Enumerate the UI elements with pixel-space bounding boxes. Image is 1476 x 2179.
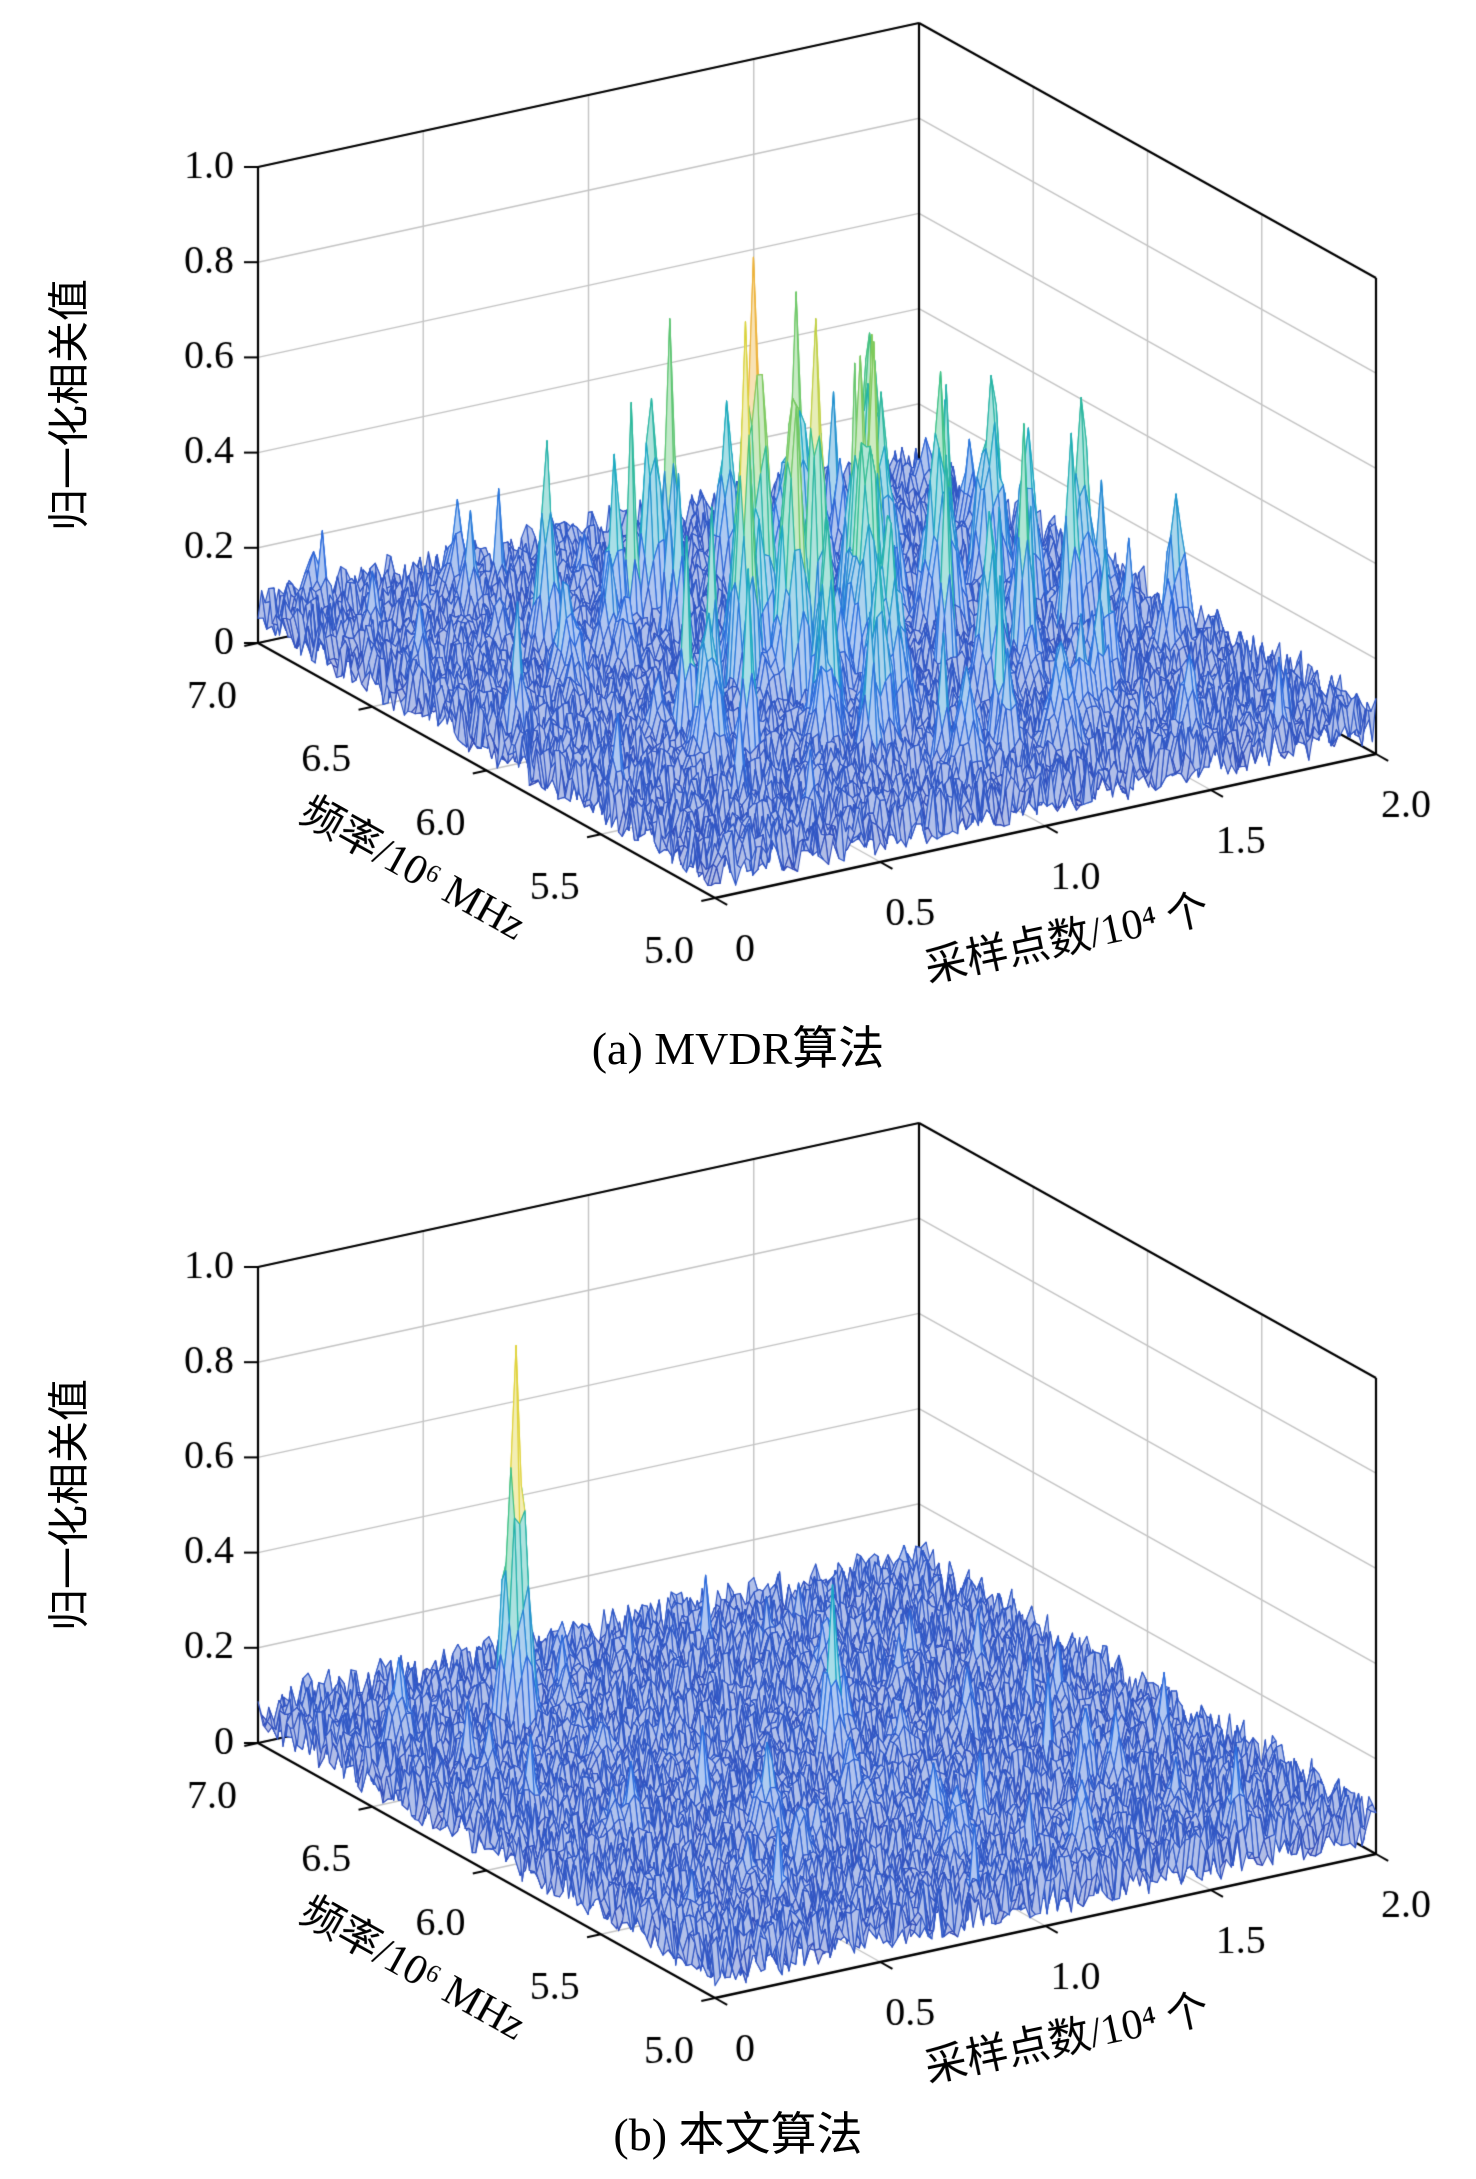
plot-proposed: 归一化相关值 频率/10⁶ MHz 采样点数/10⁴ 个 [0,1100,1476,2100]
caption-proposed: (b) 本文算法 [613,2109,863,2160]
surface-canvas-mvdr [0,0,1476,1000]
z-axis-label-b: 归一化相关值 [47,1378,94,1632]
caption-mvdr: (a) MVDR算法 [591,1023,885,1074]
z-axis-label-a: 归一化相关值 [47,278,94,532]
plot-mvdr: 归一化相关值 频率/10⁶ MHz 采样点数/10⁴ 个 [0,0,1476,1000]
surface-canvas-proposed [0,1100,1476,2100]
